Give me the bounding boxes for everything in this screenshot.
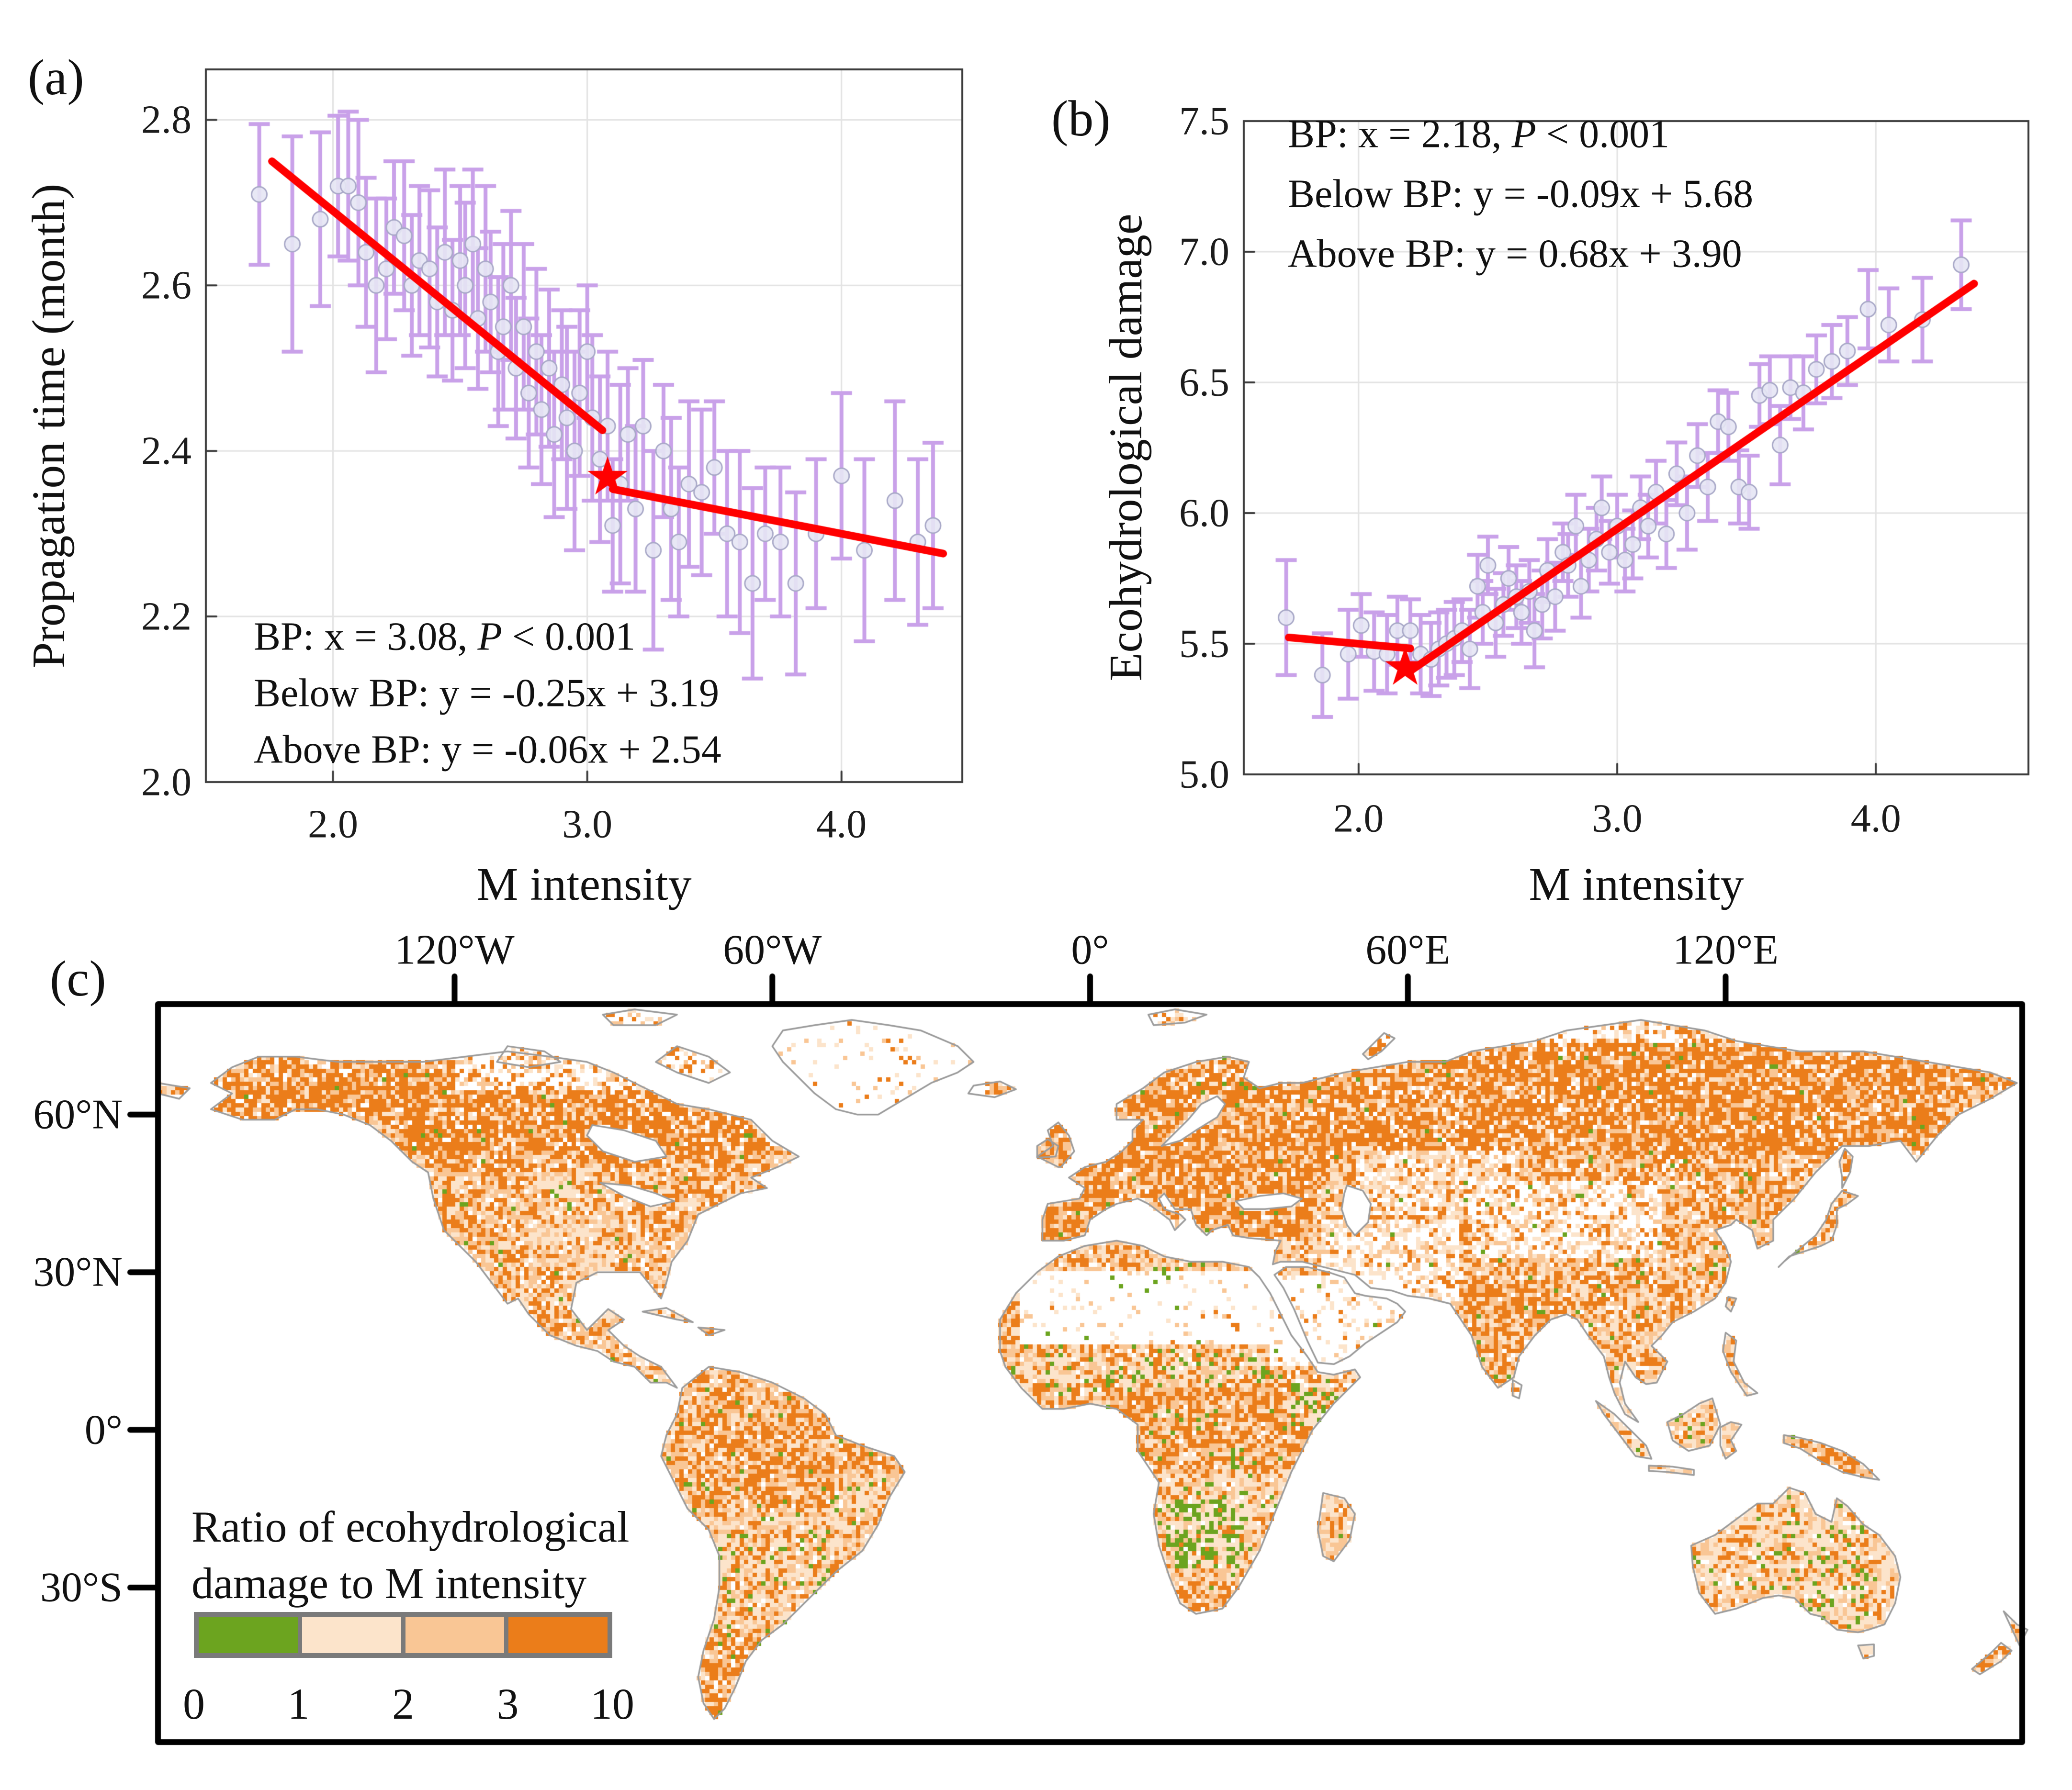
map-legend-edge-0: 0 — [183, 1679, 205, 1728]
legend-bin-2-3 — [401, 1617, 505, 1653]
annot-a-line-3: Above BP: y = -0.06x + 2.54 — [254, 727, 721, 772]
map-lon-tick-4: 120°E — [1673, 927, 1779, 973]
map-lon-tick-1: 60°W — [723, 927, 822, 973]
map-lat-tick-2: 0° — [84, 1407, 123, 1454]
annot-b-line-1: BP: x = 2.18, P < 0.001 — [1288, 112, 1670, 157]
annot-b-line-3: Above BP: y = 0.68x + 3.90 — [1288, 231, 1742, 276]
panel-b-y-tick-0: 5.0 — [1179, 752, 1229, 797]
panel-b-x-tick-2: 4.0 — [1850, 796, 1901, 841]
map-legend-title-line2: damage to M intensity — [191, 1559, 587, 1608]
panel-a-x-tick-0: 2.0 — [308, 802, 359, 847]
panel-b-y-tick-4: 7.0 — [1179, 229, 1229, 274]
panel-b-y-tick-5: 7.5 — [1179, 99, 1229, 144]
panel-b-y-axis-label: Ecohydrological damage — [1100, 213, 1152, 682]
map-lat-tick-1: 30°N — [33, 1249, 123, 1296]
panel-a-letter: (a) — [28, 49, 84, 105]
panel-b-x-axis-label: M intensity — [1529, 859, 1744, 910]
annot-a-line-1: BP: x = 3.08, P < 0.001 — [254, 614, 636, 659]
map-lat-tick-3: 30°S — [40, 1564, 123, 1611]
map-legend-edge-2: 2 — [392, 1679, 414, 1728]
map-legend-edge-4: 10 — [590, 1679, 634, 1728]
map-legend-edge-3: 3 — [496, 1679, 519, 1728]
panel-a-y-tick-3: 2.6 — [141, 263, 191, 308]
panel-a-y-tick-4: 2.8 — [141, 97, 191, 142]
map-lon-tick-0: 120°W — [394, 927, 515, 973]
legend-bin-1-2 — [297, 1617, 401, 1653]
panel-c-letter: (c) — [50, 951, 106, 1007]
annot-a-line-2: Below BP: y = -0.25x + 3.19 — [254, 671, 720, 716]
panel-a-y-tick-1: 2.2 — [141, 594, 191, 639]
panel-b-x-tick-0: 2.0 — [1333, 796, 1384, 841]
panel-b-y-tick-1: 5.5 — [1179, 621, 1229, 666]
panel-b-letter: (b) — [1051, 90, 1111, 146]
panel-b-y-tick-3: 6.5 — [1179, 360, 1229, 405]
map-legend-edge-1: 1 — [287, 1679, 310, 1728]
map-lat-tick-0: 60°N — [33, 1091, 123, 1138]
panel-b-x-tick-1: 3.0 — [1592, 796, 1643, 841]
panel-a-x-tick-2: 4.0 — [816, 802, 867, 847]
panel-a-x-tick-1: 3.0 — [562, 802, 613, 847]
legend-bin-0-1 — [199, 1617, 298, 1653]
map-legend-title-line1: Ratio of ecohydrological — [191, 1502, 630, 1551]
panel-a-x-axis-label: M intensity — [476, 859, 692, 910]
panel-a-y-tick-0: 2.0 — [141, 760, 191, 805]
map-legend-colorbar — [194, 1612, 612, 1658]
panel-a-y-tick-2: 2.4 — [141, 428, 191, 473]
annot-b-line-2: Below BP: y = -0.09x + 5.68 — [1288, 171, 1754, 216]
legend-bin-3-10 — [504, 1617, 608, 1653]
panel-b-y-tick-2: 6.0 — [1179, 491, 1229, 536]
map-lon-tick-3: 60°E — [1365, 927, 1451, 973]
panel-a-y-axis-label: Propagation time (month) — [23, 183, 75, 669]
map-lon-tick-2: 0° — [1071, 927, 1109, 973]
